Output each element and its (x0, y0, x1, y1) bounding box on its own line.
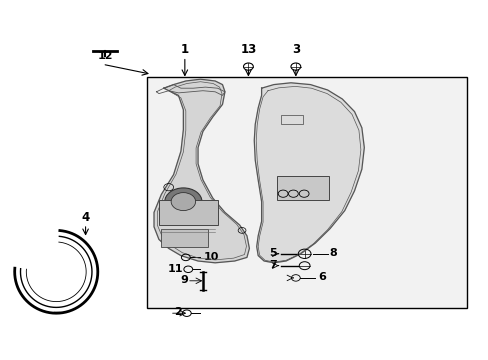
Text: 11: 11 (167, 264, 183, 274)
Text: 10: 10 (203, 252, 218, 262)
Bar (161, 229, 207, 247)
Circle shape (171, 193, 195, 211)
Polygon shape (154, 79, 249, 263)
Text: 12: 12 (97, 51, 113, 61)
Text: 7: 7 (269, 260, 277, 270)
Bar (281, 115, 303, 124)
Text: 6: 6 (317, 272, 325, 282)
Text: 5: 5 (269, 248, 277, 258)
Text: 9: 9 (180, 275, 188, 285)
Bar (277, 176, 328, 200)
Text: 4: 4 (81, 211, 89, 224)
Text: 8: 8 (329, 248, 337, 258)
Text: 2: 2 (174, 307, 182, 318)
Polygon shape (254, 83, 364, 263)
Text: 3: 3 (291, 43, 299, 56)
Bar (146, 77, 466, 308)
Text: 1: 1 (181, 43, 188, 56)
Circle shape (164, 188, 202, 215)
Bar (159, 200, 217, 225)
Text: 13: 13 (240, 43, 256, 56)
